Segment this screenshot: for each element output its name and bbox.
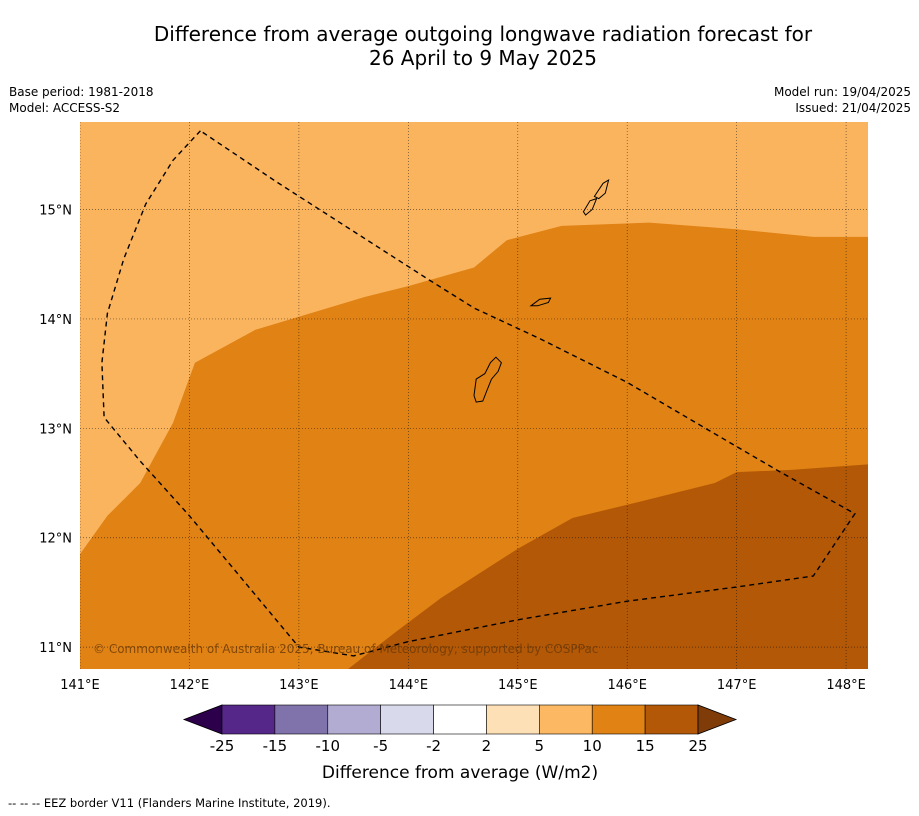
colorbar-tick-label: 25 (688, 737, 707, 755)
lon-tick-label: 142°E (170, 678, 210, 693)
latitude-labels: 15°N 14°N 13°N 12°N 11°N (39, 204, 72, 657)
colorbar-extend-high (697, 704, 738, 735)
graticule (80, 122, 868, 669)
lon-tick-label: 146°E (607, 678, 647, 693)
map-plot-area: © Commonwealth of Australia 2025, Bureau… (80, 122, 868, 669)
island-outline (473, 356, 502, 403)
island-outline (582, 197, 598, 216)
footer-note: -- -- -- EEZ border V11 (Flanders Marine… (8, 796, 331, 810)
lat-tick-label: 15°N (39, 204, 72, 219)
islands (473, 178, 610, 403)
colorbar-labels: -25 -15 -10 -5 -2 2 5 10 15 25 (210, 737, 708, 755)
chart-title: Difference from average outgoing longwav… (60, 22, 906, 70)
colorbar-segment (644, 704, 699, 735)
lon-tick-label: 145°E (498, 678, 538, 693)
island-outline (593, 178, 610, 200)
lat-tick-label: 13°N (39, 422, 72, 437)
base-period-text: Base period: 1981-2018 (9, 85, 154, 99)
colorbar-tick-label: 10 (583, 737, 602, 755)
lon-tick-label: 148°E (826, 678, 866, 693)
lat-tick-label: 12°N (39, 532, 72, 547)
zone-15-to-25 (348, 464, 868, 669)
colorbar-segment (274, 704, 329, 735)
lon-tick-label: 141°E (60, 678, 100, 693)
colorbar-segment (380, 704, 434, 735)
lon-tick-label: 147°E (717, 678, 757, 693)
title-line-1: Difference from average outgoing longwav… (153, 22, 813, 46)
colorbar-tick-label: 2 (482, 737, 492, 755)
colorbar-tick-label: -2 (426, 737, 441, 755)
colorbar-segment (327, 704, 381, 735)
copyright-text: © Commonwealth of Australia 2025, Bureau… (93, 642, 598, 656)
colorbar-segment (433, 704, 487, 735)
colorbar (182, 704, 738, 735)
meta-right: Model run: 19/04/2025 Issued: 21/04/2025 (774, 84, 911, 116)
colorbar-extend-low (182, 704, 223, 735)
lat-tick-label: 11°N (39, 641, 72, 656)
colorbar-segment (221, 704, 276, 735)
colorbar-tick-label: -25 (210, 737, 235, 755)
colorbar-tick-label: 15 (636, 737, 655, 755)
lat-tick-label: 14°N (39, 313, 72, 328)
colorbar-tick-label: -5 (373, 737, 388, 755)
title-line-2: 26 April to 9 May 2025 (369, 46, 597, 70)
issued-text: Issued: 21/04/2025 (795, 101, 911, 115)
map-figure: © Commonwealth of Australia 2025, Bureau… (39, 122, 868, 783)
model-run-text: Model run: 19/04/2025 (773, 85, 911, 99)
colorbar-segment (539, 704, 593, 735)
lon-tick-label: 144°E (389, 678, 429, 693)
colorbar-title: Difference from average (W/m2) (322, 763, 598, 783)
colorbar-tick-label: -10 (316, 737, 341, 755)
colorbar-tick-label: -15 (263, 737, 288, 755)
island-outline (529, 297, 552, 307)
model-text: Model: ACCESS-S2 (9, 101, 121, 115)
longitude-labels: 141°E 142°E 143°E 144°E 145°E 146°E 147°E 148°E (60, 678, 866, 693)
colorbar-tick-label: 5 (535, 737, 545, 755)
lon-tick-label: 143°E (279, 678, 319, 693)
meta-left: Base period: 1981-2018 Model: ACCESS-S2 (9, 84, 154, 116)
colorbar-segment (591, 704, 646, 735)
colorbar-segment (486, 704, 540, 735)
